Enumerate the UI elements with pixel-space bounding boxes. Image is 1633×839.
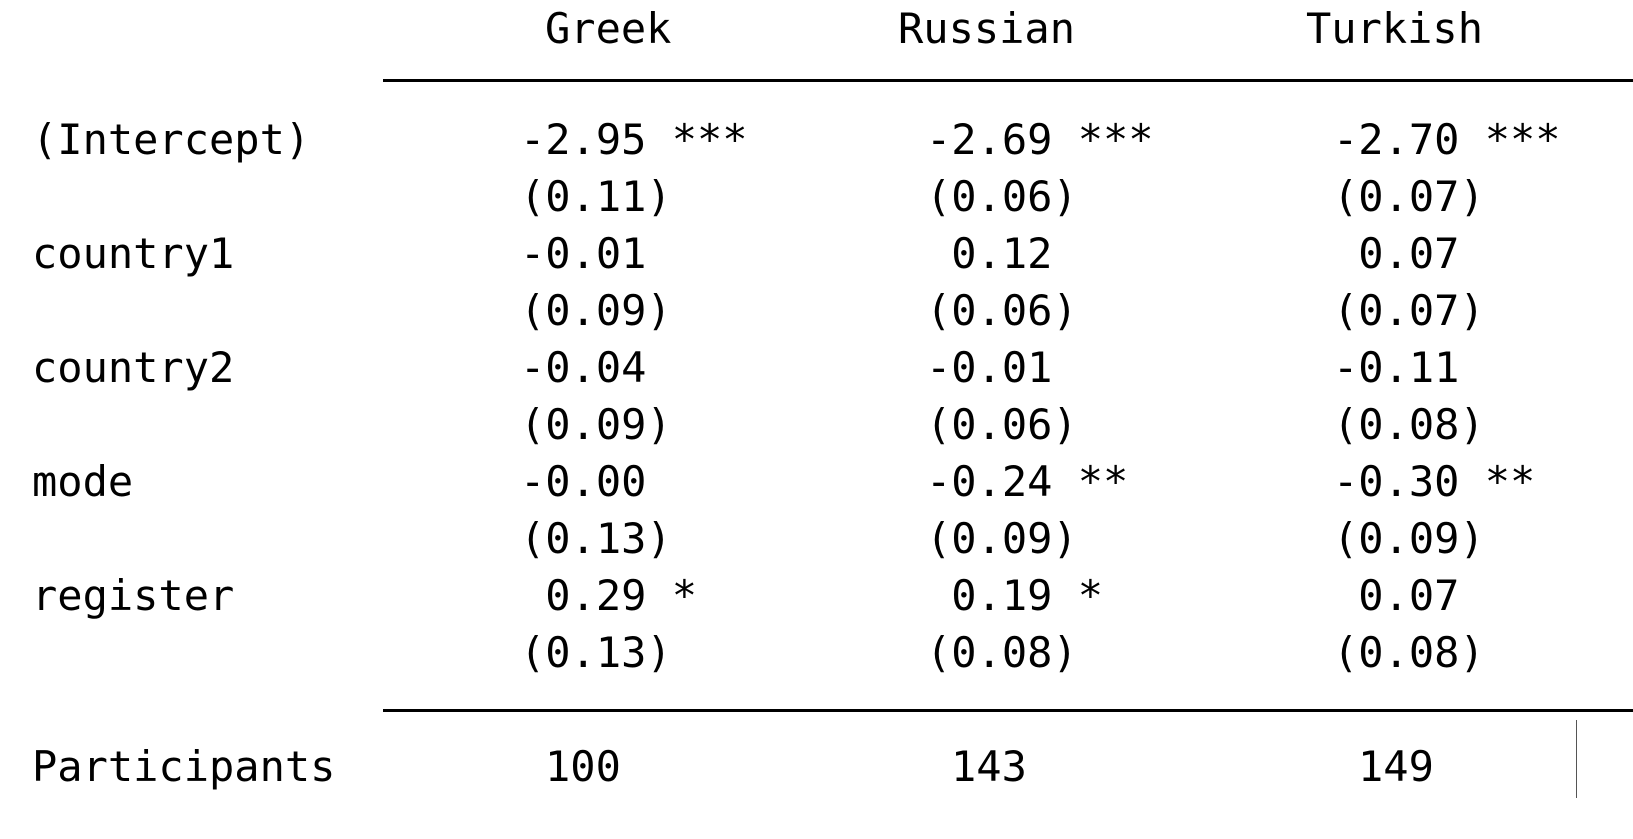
estimate-country2-turkish: -0.11	[1333, 343, 1460, 392]
se-country2-russian: (0.06)	[926, 400, 1078, 449]
estimate-country2-russian: -0.01	[926, 343, 1053, 392]
estimate-intercept-russian: -2.69 ***	[926, 115, 1154, 164]
se-mode-russian: (0.09)	[926, 514, 1078, 563]
se-intercept-greek: (0.11)	[520, 172, 672, 221]
column-header-turkish: Turkish	[1306, 4, 1484, 53]
row-label-intercept: (Intercept)	[32, 115, 311, 164]
estimate-mode-russian: -0.24 **	[926, 457, 1129, 506]
se-intercept-russian: (0.06)	[926, 172, 1078, 221]
estimate-intercept-greek: -2.95 ***	[520, 115, 748, 164]
estimate-country1-turkish: 0.07	[1333, 229, 1460, 278]
estimate-country1-greek: -0.01	[520, 229, 647, 278]
estimate-mode-greek: -0.00	[520, 457, 647, 506]
se-mode-turkish: (0.09)	[1333, 514, 1485, 563]
se-register-turkish: (0.08)	[1333, 628, 1485, 677]
estimate-intercept-turkish: -2.70 ***	[1333, 115, 1561, 164]
se-country1-turkish: (0.07)	[1333, 286, 1485, 335]
estimate-country1-russian: 0.12	[926, 229, 1053, 278]
column-header-russian: Russian	[898, 4, 1076, 53]
se-intercept-turkish: (0.07)	[1333, 172, 1485, 221]
estimate-register-greek: 0.29 *	[520, 571, 698, 620]
se-country2-greek: (0.09)	[520, 400, 672, 449]
estimate-register-russian: 0.19 *	[926, 571, 1104, 620]
estimate-country2-greek: -0.04	[520, 343, 647, 392]
participants-russian: 143	[951, 742, 1027, 791]
row-label-country2: country2	[32, 343, 235, 392]
bottom-rule	[383, 709, 1633, 712]
participants-turkish: 149	[1358, 742, 1434, 791]
column-header-greek: Greek	[545, 4, 672, 53]
se-register-russian: (0.08)	[926, 628, 1078, 677]
row-label-country1: country1	[32, 229, 235, 278]
top-rule	[383, 79, 1633, 82]
participants-greek: 100	[545, 742, 621, 791]
row-label-register: register	[32, 571, 235, 620]
estimate-register-turkish: 0.07	[1333, 571, 1460, 620]
footer-label-participants: Participants	[32, 742, 336, 791]
row-label-mode: mode	[32, 457, 134, 506]
estimate-mode-turkish: -0.30 **	[1333, 457, 1536, 506]
se-country1-greek: (0.09)	[520, 286, 672, 335]
se-mode-greek: (0.13)	[520, 514, 672, 563]
se-country2-turkish: (0.08)	[1333, 400, 1485, 449]
se-register-greek: (0.13)	[520, 628, 672, 677]
text-cursor	[1576, 720, 1577, 798]
se-country1-russian: (0.06)	[926, 286, 1078, 335]
